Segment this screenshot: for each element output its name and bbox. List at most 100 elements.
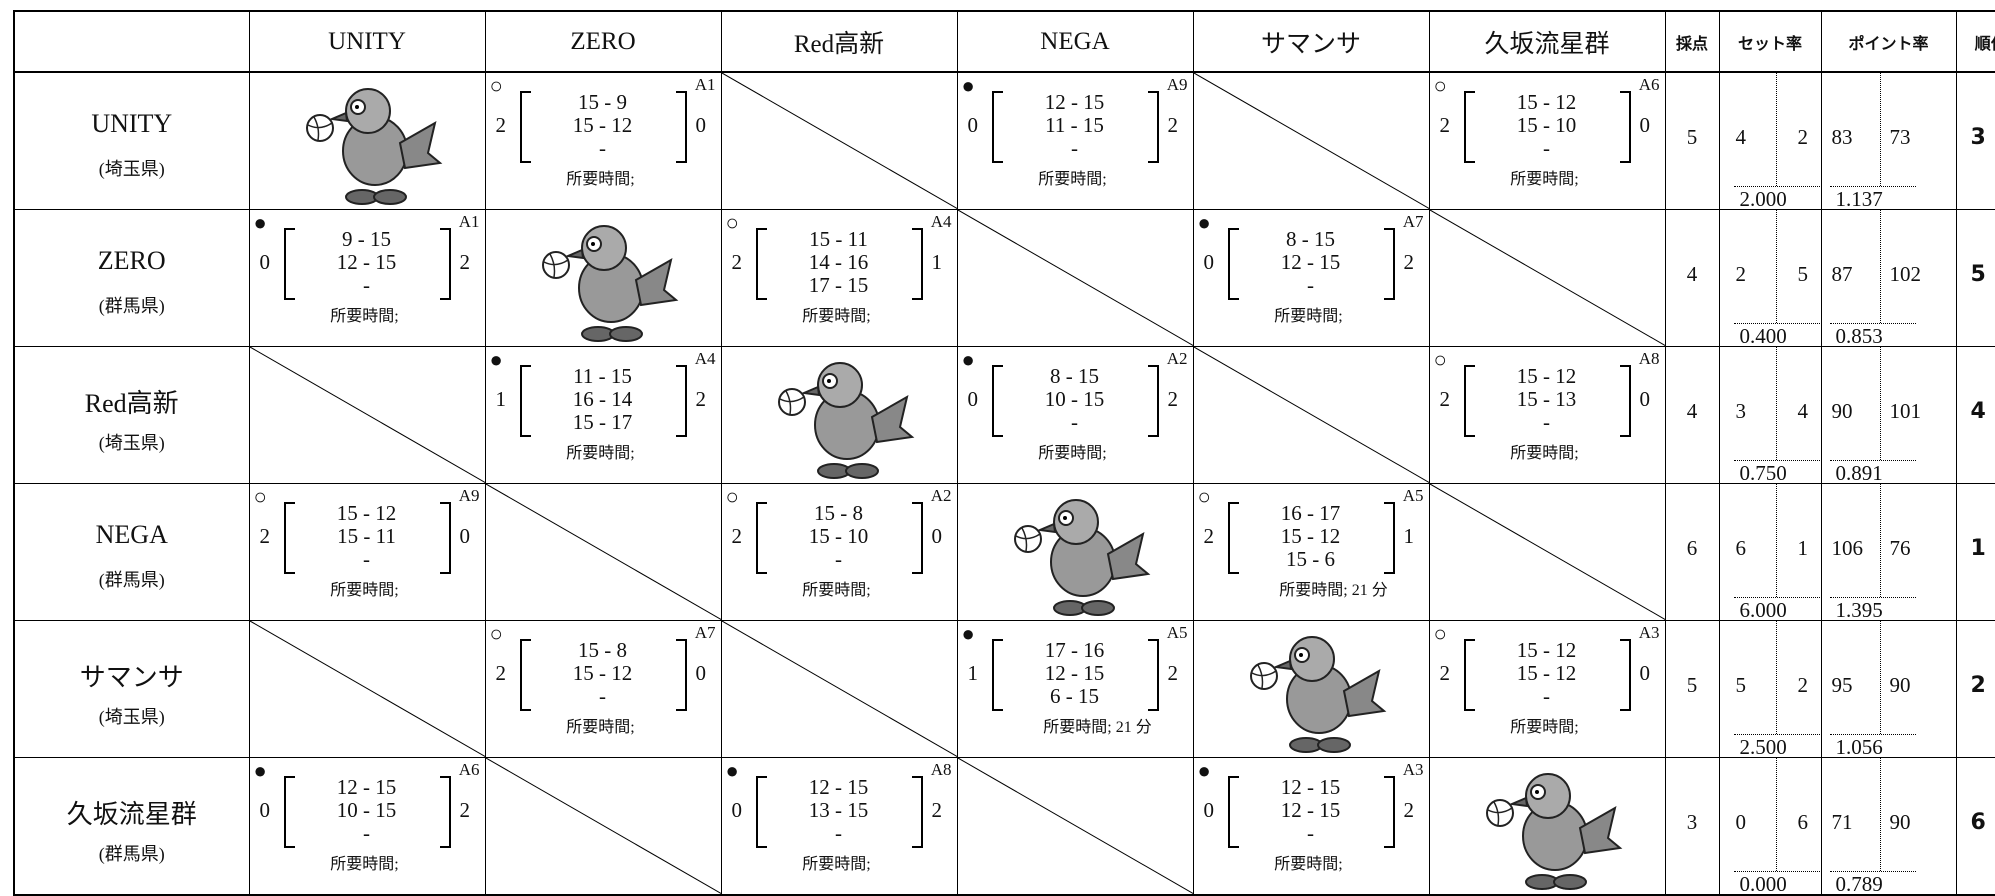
rank-box: 4 [1957,347,1995,483]
sets-right: 0 [1640,113,1651,138]
time-label: 所要時間; [1038,171,1106,188]
lost: 102 [1890,262,1922,287]
set-score: 8 - 15 [1238,228,1384,251]
result-mark: ● [254,212,267,234]
set-score: 15 - 10 [1474,114,1620,137]
set-score: 6 - 15 [1002,685,1148,708]
match-box [722,347,957,483]
no-match [1194,347,1429,483]
won: 4 [1736,125,1747,150]
sets-left: 2 [496,113,507,138]
bracket-right [676,639,687,711]
name-box: UNITY(埼玉県) [15,73,249,209]
score-cell: 3 [1665,758,1719,896]
set-score: 15 - 12 [1238,525,1384,548]
team-pref: (埼玉県) [15,429,249,455]
sets-right: 2 [932,798,943,823]
sets-right: 2 [696,387,707,412]
match-cell [249,72,485,210]
team-header: UNITY [249,11,485,72]
score-box: 4 [1666,347,1719,483]
result-mark: ● [490,349,503,371]
mascot [486,210,721,346]
sets-right: 0 [932,524,943,549]
set-score: 15 - 12 [1474,365,1620,388]
match-cell [1193,621,1429,758]
corner-cell [14,11,249,72]
bracket-right [440,228,451,300]
lost: 1 [1798,536,1809,561]
sets-right: 0 [696,113,707,138]
lost: 90 [1890,673,1911,698]
match-time: 所要時間; [290,576,440,600]
set-score: 10 - 15 [1002,388,1148,411]
match-box [1194,347,1429,483]
mascot [1194,621,1429,757]
dotted-divider [1776,484,1777,597]
sets-left: 2 [1204,524,1215,549]
set-score: - [1474,685,1620,708]
dotted-divider [1880,347,1881,460]
set-score: - [1474,137,1620,160]
score: 5 [1666,125,1719,150]
team-header: ZERO [485,11,721,72]
result-mark: ○ [1434,349,1447,371]
won: 106 [1832,536,1864,561]
match-cell [1193,347,1429,484]
set-score: - [1002,411,1148,434]
set-score: 9 - 15 [294,228,440,251]
set-score: - [766,548,912,571]
time-label: 所要時間; [330,308,398,325]
set-score: 15 - 9 [530,91,676,114]
won: 3 [1736,399,1747,424]
sets-right: 1 [932,250,943,275]
match-time: 所要時間; [1470,439,1620,463]
no-match [958,210,1193,346]
time-label: 所要時間; [1279,582,1347,599]
sets-left: 2 [260,524,271,549]
ratio: 0.750 [1740,461,1787,483]
match-cell [485,758,721,896]
sets-left: 2 [1440,661,1451,686]
match-time: 所要時間; [762,576,912,600]
score-cell: 5 [1665,72,1719,210]
team-header: NEGA [957,11,1193,72]
ratio: 1.395 [1836,598,1883,620]
set-score: 16 - 17 [1238,502,1384,525]
set-score: 12 - 15 [294,776,440,799]
result-mark: ○ [490,623,503,645]
rank: 1 [1971,536,1986,561]
score-cell: 4 [1665,210,1719,347]
sets-right: 2 [1168,387,1179,412]
ratio: 0.400 [1740,324,1787,346]
bracket-right [1620,639,1631,711]
match-id: A7 [1403,212,1424,232]
result-mark: ● [962,75,975,97]
match-id: A3 [1403,760,1424,780]
set-score: 12 - 15 [1002,91,1148,114]
set-score: 16 - 14 [530,388,676,411]
diagonal-line [958,758,1193,894]
sets-left: 2 [732,250,743,275]
dotted-divider [1776,210,1777,323]
